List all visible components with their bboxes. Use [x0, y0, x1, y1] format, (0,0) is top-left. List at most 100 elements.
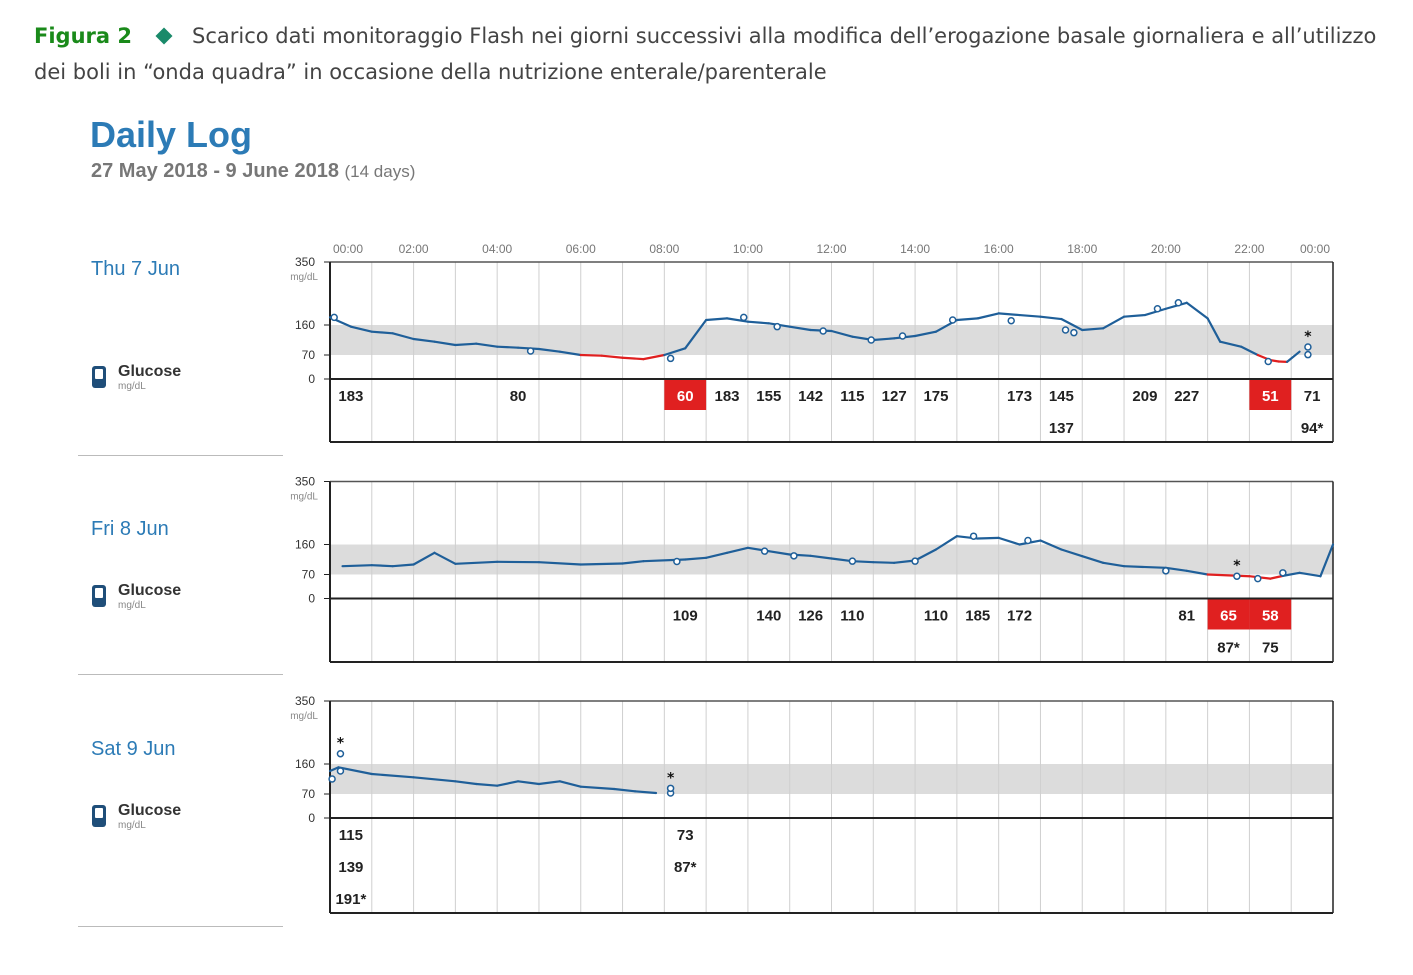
- glucose-line-segment: [370, 330, 394, 335]
- legend-unit: mg/dL: [118, 820, 146, 831]
- reading-value: 172: [1007, 608, 1032, 625]
- reading-value: 115: [339, 827, 363, 844]
- y-tick-label: 350: [295, 694, 315, 708]
- star-marker: *: [1233, 558, 1241, 574]
- glucose-line-segment: [454, 560, 499, 565]
- y-tick-label: 70: [302, 787, 316, 801]
- glucose-line-segment: [872, 561, 896, 564]
- time-tick-label: 12:00: [816, 242, 846, 256]
- scan-marker: [1153, 305, 1162, 313]
- y-unit-label: mg/dL: [290, 711, 318, 722]
- scan-marker: [1162, 567, 1170, 575]
- y-tick-label: 70: [302, 568, 316, 582]
- scan-marker: [1304, 343, 1312, 351]
- star-marker: *: [337, 736, 345, 752]
- glucose-line-segment: [1164, 566, 1188, 572]
- low-glucose-segment: [621, 356, 645, 361]
- y-tick-label: 0: [308, 811, 315, 825]
- legend-unit: mg/dL: [118, 381, 146, 392]
- glucose-line-segment: [725, 546, 750, 554]
- reading-value: 175: [923, 388, 948, 405]
- scan-marker: [1254, 574, 1262, 583]
- glucose-line-segment: [684, 318, 708, 350]
- glucose-line-segment: [976, 312, 1000, 320]
- scan-marker: [666, 784, 675, 793]
- glucose-line-segment: [328, 766, 340, 773]
- glucose-meter-icon: [92, 366, 106, 388]
- glucose-line-segment: [1143, 307, 1167, 317]
- glucose-line-segment: [1018, 313, 1042, 318]
- low-reading-cell: [664, 380, 707, 410]
- reading-value: 227: [1174, 388, 1199, 405]
- time-tick-label: 06:00: [566, 242, 596, 256]
- glucose-line-segment: [454, 780, 478, 786]
- low-reading-cell: [1249, 599, 1292, 630]
- reading-value: 126: [798, 608, 823, 625]
- scan-marker: [1264, 357, 1272, 366]
- glucose-line-segment: [496, 345, 520, 349]
- glucose-line-segment: [872, 337, 896, 342]
- reading-value: 87*: [674, 859, 697, 876]
- reading-value: 145: [1049, 388, 1074, 405]
- glucose-line-segment: [370, 564, 394, 568]
- glucose-line-segment: [997, 312, 1021, 317]
- glucose-line-segment: [558, 350, 582, 357]
- time-tick-label: 00:00: [1300, 242, 1330, 256]
- day-separator: [78, 926, 283, 927]
- glucose-line-segment: [370, 772, 415, 779]
- y-unit-label: mg/dL: [290, 492, 318, 503]
- scan-marker: [673, 557, 681, 566]
- star-marker: *: [1304, 329, 1312, 345]
- scan-marker: [336, 749, 345, 758]
- glucose-line-segment: [1039, 315, 1063, 321]
- glucose-line-segment: [1102, 561, 1126, 568]
- scan-marker: [1070, 328, 1078, 337]
- reading-value: 155: [756, 388, 781, 405]
- glucose-line-segment: [997, 536, 1021, 546]
- glucose-line-segment: [537, 561, 582, 566]
- glucose-line-segment: [830, 329, 854, 338]
- glucose-line-segment: [1081, 555, 1105, 564]
- scan-marker: [1233, 572, 1241, 580]
- glucose-line-segment: [496, 780, 520, 787]
- day-separator: [78, 455, 283, 456]
- glucose-line-segment: [337, 766, 373, 776]
- glucose-line-segment: [349, 325, 373, 333]
- day-label-thu: Thu 7 Jun: [91, 258, 180, 280]
- reading-value: 183: [715, 388, 740, 405]
- scan-marker: [1024, 536, 1032, 545]
- glucose-line-segment: [1319, 543, 1335, 578]
- scan-marker: [739, 313, 748, 322]
- glucose-line-segment: [788, 325, 812, 332]
- y-tick-label: 350: [295, 255, 315, 269]
- glucose-line-segment: [412, 337, 436, 343]
- glucose-line-segment: [1122, 313, 1147, 318]
- glucose-line-segment: [1185, 301, 1209, 320]
- reading-value: 51: [1262, 388, 1279, 405]
- legend-unit: mg/dL: [118, 600, 146, 611]
- low-glucose-segment: [1269, 574, 1284, 580]
- legend-label: Glucose: [118, 363, 182, 380]
- glucose-line-segment: [433, 340, 457, 347]
- reading-value: 109: [673, 608, 698, 625]
- report-title: Daily Log: [90, 114, 253, 155]
- star-marker: *: [667, 770, 675, 786]
- scan-marker: [336, 767, 345, 775]
- reading-value: 142: [798, 388, 823, 405]
- y-tick-label: 350: [295, 475, 315, 489]
- glucose-line-segment: [746, 320, 770, 325]
- glucose-line-segment: [391, 332, 415, 341]
- reading-value: 115: [840, 388, 864, 405]
- reading-value: 60: [677, 388, 694, 405]
- reading-value: 140: [756, 608, 781, 625]
- time-tick-label: 14:00: [900, 242, 930, 256]
- y-tick-label: 70: [302, 348, 316, 362]
- date-range-text: 27 May 2018 - 9 June 2018: [91, 160, 339, 182]
- reading-value: 75: [1262, 640, 1279, 657]
- glucose-line-segment: [1060, 317, 1084, 332]
- glucose-line-segment: [412, 776, 457, 783]
- glucose-line-segment: [537, 347, 561, 353]
- y-tick-label: 0: [308, 372, 315, 386]
- glucose-line-segment: [558, 780, 582, 788]
